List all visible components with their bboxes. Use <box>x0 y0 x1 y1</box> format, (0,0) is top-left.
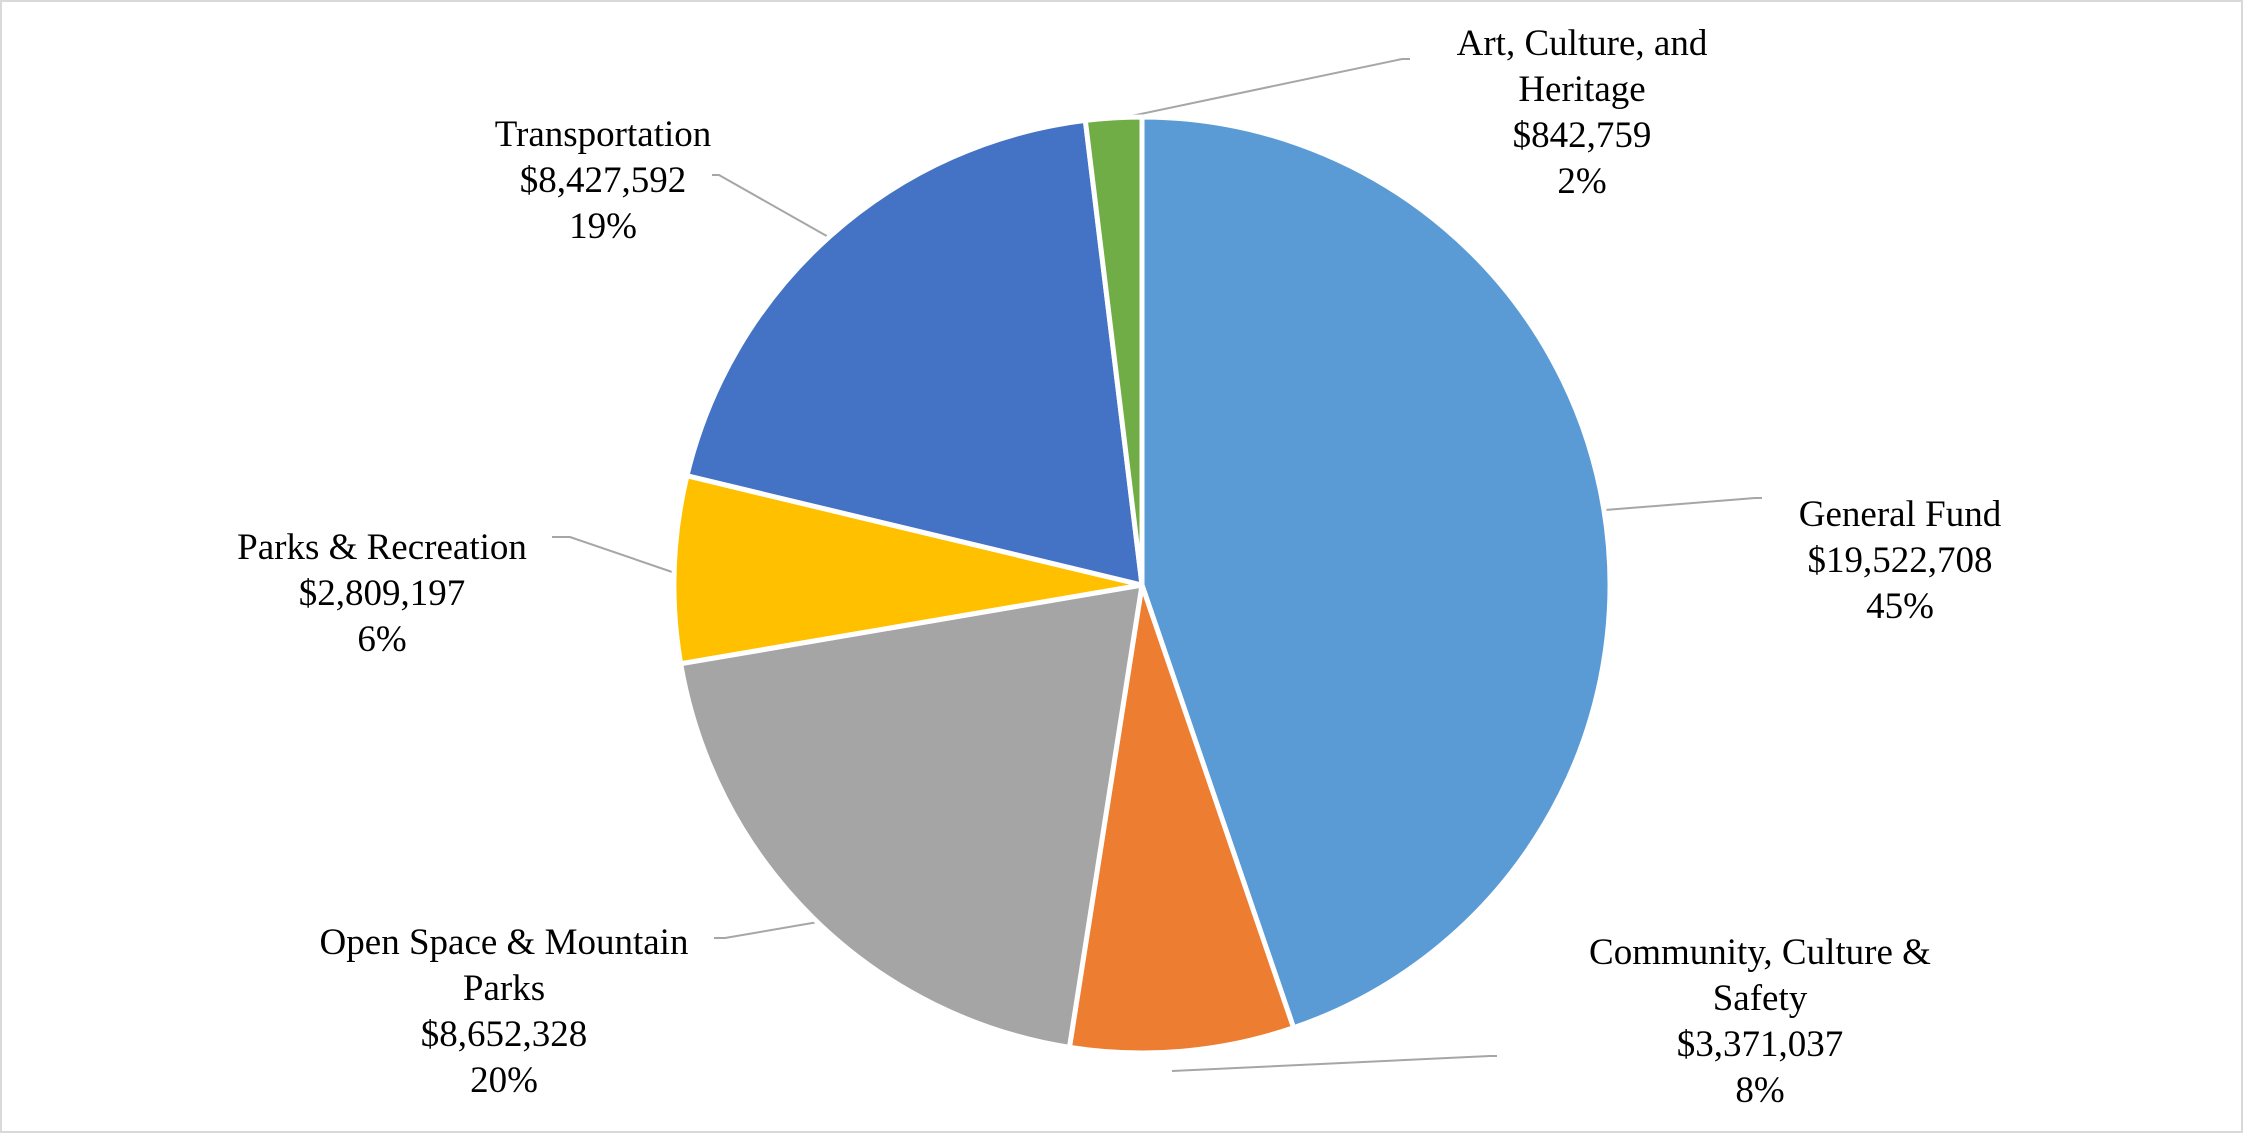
pie-slice-art-culture-and-heritage <box>1082 114 1145 588</box>
pie-slices <box>671 114 1613 1056</box>
data-label-community-culture-safety: Community, Culture & Safety $3,371,037 8% <box>1589 932 1931 1111</box>
label-name-line: Parks <box>463 968 545 1009</box>
label-percent: 8% <box>1735 1070 1784 1111</box>
label-name-line: Open Space & Mountain <box>320 922 689 963</box>
label-amount: $8,652,328 <box>421 1014 588 1055</box>
label-amount: $3,371,037 <box>1677 1024 1844 1065</box>
pie-slice-transportation <box>684 117 1145 588</box>
label-amount: $8,427,592 <box>520 160 687 201</box>
leader-line-transportation <box>712 174 833 240</box>
label-percent: 45% <box>1866 586 1934 627</box>
pie-slice-general-fund <box>1139 114 1613 1031</box>
leader-lines <box>552 58 1762 1072</box>
leader-line-community-culture-safety <box>1171 1055 1497 1072</box>
leader-line-parks-recreation <box>552 536 679 575</box>
label-name-line: Transportation <box>495 114 712 155</box>
label-name-line: Heritage <box>1518 69 1645 110</box>
label-name-line: Community, Culture & <box>1589 932 1931 973</box>
label-percent: 20% <box>470 1060 538 1101</box>
label-name-line: General Fund <box>1799 494 2002 535</box>
pie-slice-parks-recreation <box>671 473 1145 667</box>
label-percent: 19% <box>569 206 637 247</box>
pie-slice-open-space-mountain-parks <box>678 582 1145 1050</box>
label-percent: 6% <box>357 619 406 660</box>
label-amount: $19,522,708 <box>1808 540 1993 581</box>
label-name-line: Art, Culture, and <box>1457 23 1708 64</box>
label-amount: $2,809,197 <box>299 573 466 614</box>
label-amount: $842,759 <box>1513 115 1652 156</box>
data-label-open-space-mountain-parks: Open Space & Mountain Parks $8,652,328 20% <box>320 922 689 1101</box>
leader-line-art-culture-and-heritage <box>1116 58 1410 120</box>
label-name-line: Parks & Recreation <box>237 527 527 568</box>
leader-line-open-space-mountain-parks <box>714 921 819 939</box>
data-labels: General Fund $19,522,708 45% Community, Cul… <box>237 23 2002 1111</box>
data-label-parks-recreation: Parks & Recreation $2,809,197 6% <box>237 527 527 660</box>
leader-line-general-fund <box>1604 497 1762 511</box>
data-label-art-culture-and-heritage: Art, Culture, and Heritage $842,759 2% <box>1457 23 1708 202</box>
data-label-transportation: Transportation $8,427,592 19% <box>495 114 712 247</box>
label-name-line: Safety <box>1713 978 1808 1019</box>
label-percent: 2% <box>1557 161 1606 202</box>
data-label-general-fund: General Fund $19,522,708 45% <box>1799 494 2002 627</box>
